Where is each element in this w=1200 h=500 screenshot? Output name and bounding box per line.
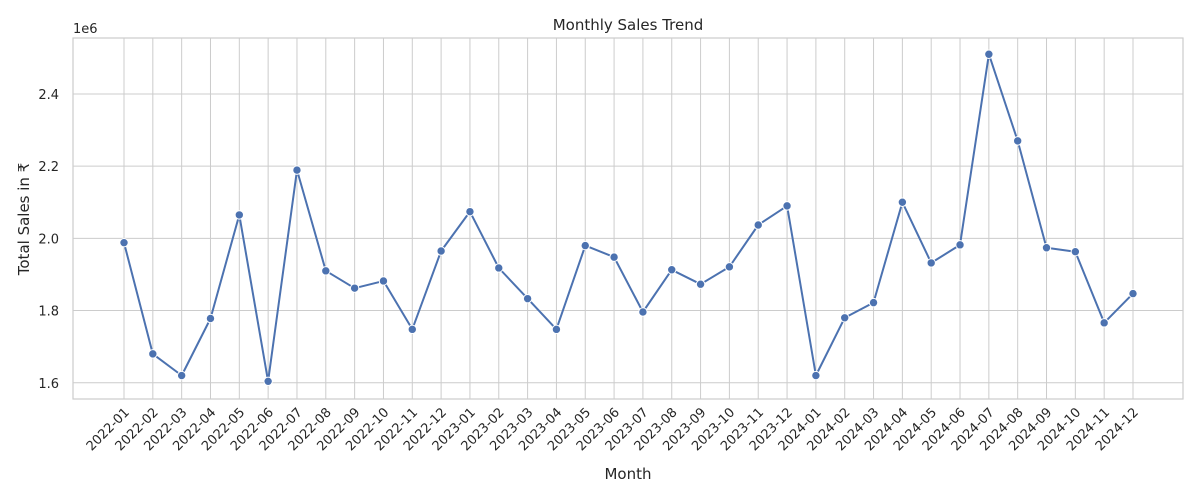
data-point [436, 246, 446, 256]
data-point [984, 49, 994, 59]
data-point [811, 370, 821, 381]
data-point [609, 252, 619, 262]
data-point [695, 279, 706, 289]
data-point [1128, 288, 1138, 299]
grid [73, 38, 1183, 399]
data-point [868, 297, 879, 308]
chart-title: Monthly Sales Trend [553, 16, 704, 34]
data-point [494, 263, 504, 273]
data-point [1099, 318, 1109, 328]
data-point [1070, 247, 1081, 257]
data-point [148, 349, 158, 359]
y-offset-label: 1e6 [73, 22, 98, 37]
data-point [724, 262, 735, 272]
data-point [782, 201, 792, 211]
data-point [205, 313, 216, 324]
x-axis-label: Month [604, 465, 651, 483]
data-point [955, 240, 965, 250]
data-point [407, 324, 417, 335]
y-axis-label: Total Sales in ₹ [15, 163, 33, 276]
x-tick-labels: 2022-012022-022022-032022-042022-052022-… [84, 405, 1142, 454]
data-point [119, 237, 129, 248]
y-tick-label: 1.6 [38, 377, 59, 392]
data-point [321, 266, 331, 276]
data-point [551, 324, 562, 335]
y-tick-label: 2.4 [38, 88, 59, 103]
data-point [638, 307, 648, 317]
data-point [926, 258, 936, 268]
data-point [522, 293, 533, 304]
series-line [123, 53, 1134, 383]
data-point [263, 376, 273, 387]
data-point [1041, 243, 1052, 253]
data-point [1012, 136, 1023, 146]
data-point [465, 206, 475, 217]
y-tick-label: 1.8 [38, 305, 59, 320]
data-point [840, 313, 850, 323]
y-tick-label: 2.0 [38, 232, 59, 247]
data-point [176, 370, 187, 381]
data-point [349, 283, 360, 293]
plot-frame [72, 37, 1184, 400]
data-points [119, 49, 1138, 387]
data-point [667, 265, 677, 275]
data-point [234, 210, 245, 220]
data-point [753, 220, 763, 230]
data-point [378, 276, 389, 286]
data-point [292, 165, 302, 175]
data-point [897, 197, 908, 207]
y-tick-labels: 1.6 1.8 2.0 2.2 2.4 [38, 88, 59, 392]
data-point [580, 240, 590, 251]
y-tick-label: 2.2 [38, 160, 59, 175]
